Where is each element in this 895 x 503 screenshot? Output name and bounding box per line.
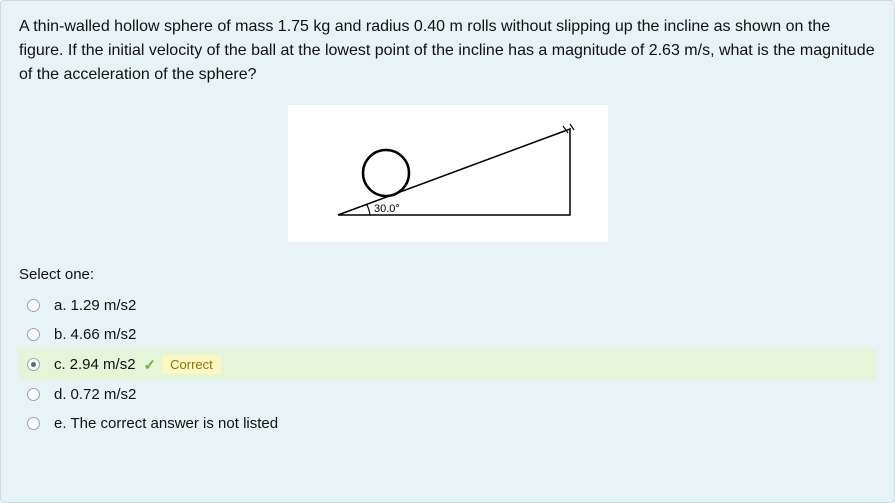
option-d[interactable]: d. 0.72 m/s2 bbox=[19, 380, 876, 409]
radio-icon[interactable] bbox=[27, 328, 40, 341]
option-e[interactable]: e. The correct answer is not listed bbox=[19, 409, 876, 438]
option-letter: b. bbox=[54, 326, 67, 343]
option-text: 2.94 m/s2 bbox=[70, 356, 136, 373]
radio-icon[interactable] bbox=[27, 299, 40, 312]
correct-badge: Correct bbox=[162, 355, 221, 374]
option-letter: c. bbox=[54, 356, 66, 373]
radio-icon[interactable] bbox=[27, 388, 40, 401]
options-list: a. 1.29 m/s2 b. 4.66 m/s2 c. 2.94 m/s2 ✓… bbox=[19, 291, 876, 438]
angle-label: 30.0° bbox=[374, 203, 400, 215]
option-a[interactable]: a. 1.29 m/s2 bbox=[19, 291, 876, 320]
select-one-label: Select one: bbox=[19, 266, 876, 283]
option-letter: e. bbox=[54, 415, 67, 432]
option-text: The correct answer is not listed bbox=[71, 415, 279, 432]
question-card: A thin-walled hollow sphere of mass 1.75… bbox=[0, 0, 895, 503]
incline-figure: 30.0° bbox=[288, 105, 608, 242]
option-text: 4.66 m/s2 bbox=[71, 326, 137, 343]
angle-arc bbox=[366, 204, 370, 215]
figure-container: 30.0° bbox=[19, 105, 876, 242]
radio-icon[interactable] bbox=[27, 358, 40, 371]
option-letter: d. bbox=[54, 386, 67, 403]
option-c[interactable]: c. 2.94 m/s2 ✓ Correct bbox=[19, 349, 876, 380]
sphere bbox=[363, 150, 409, 196]
check-icon: ✓ bbox=[144, 356, 157, 374]
option-letter: a. bbox=[54, 297, 67, 314]
incline-svg: 30.0° bbox=[308, 111, 588, 231]
option-text: 0.72 m/s2 bbox=[71, 386, 137, 403]
option-text: 1.29 m/s2 bbox=[71, 297, 137, 314]
option-b[interactable]: b. 4.66 m/s2 bbox=[19, 320, 876, 349]
radio-icon[interactable] bbox=[27, 417, 40, 430]
question-text: A thin-walled hollow sphere of mass 1.75… bbox=[19, 15, 876, 87]
